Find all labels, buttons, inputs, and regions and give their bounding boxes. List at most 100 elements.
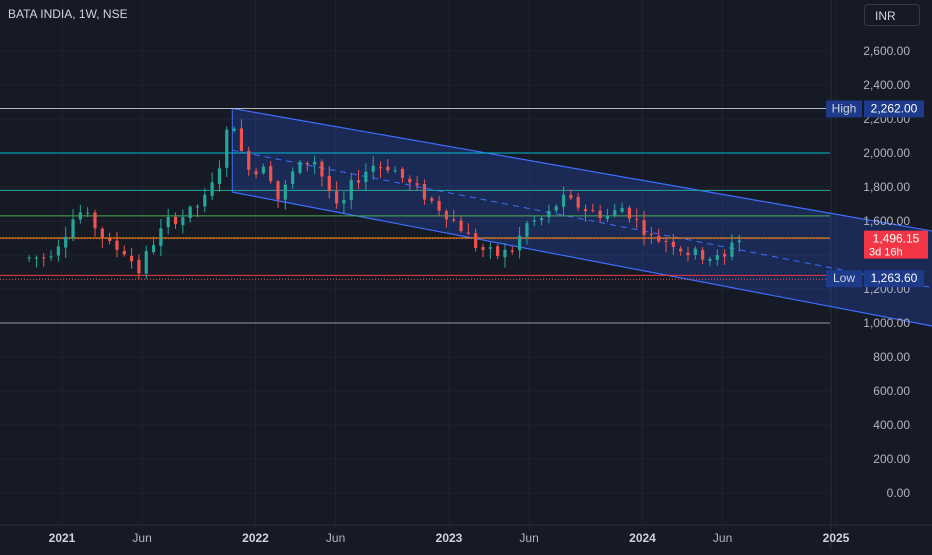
candle-body <box>422 183 427 200</box>
y-tick-label: 2,600.00 <box>863 44 910 58</box>
y-tick-label: 0.00 <box>887 486 911 500</box>
candle-body <box>49 256 53 258</box>
candle-body <box>225 129 229 168</box>
candle-body <box>203 194 207 207</box>
candle-body <box>554 206 558 211</box>
candle-body <box>561 194 566 207</box>
candle-body <box>137 259 141 274</box>
candle-body <box>173 216 178 225</box>
candle-body <box>159 228 163 246</box>
x-tick-label: 2025 <box>823 531 850 545</box>
x-tick-label: 2021 <box>49 531 76 545</box>
candle-body <box>254 171 258 175</box>
y-tick-label: 200.00 <box>873 452 910 466</box>
currency-selector[interactable]: INR <box>864 4 920 26</box>
candle-body <box>466 232 470 234</box>
candle-body <box>349 180 353 200</box>
candle-body <box>510 250 514 252</box>
low-label: Low <box>833 271 855 285</box>
low-value: 1,263.60 <box>871 271 918 285</box>
candle-body <box>42 257 46 259</box>
candle-body <box>371 165 375 172</box>
y-tick-label: 2,000.00 <box>863 146 910 160</box>
candle-body <box>576 196 580 208</box>
candle-body <box>342 200 346 204</box>
candle-body <box>583 209 588 212</box>
candle-body <box>386 166 390 171</box>
x-tick-label: 2022 <box>242 531 269 545</box>
high-value-box <box>864 100 924 118</box>
candle-body <box>364 171 368 183</box>
candle-body <box>27 257 31 259</box>
x-axis-labels: 2021 Jun 2022 Jun 2023 Jun 2024 Jun 2025 <box>49 531 850 545</box>
candle-body <box>195 206 200 208</box>
channel-fill <box>232 108 932 326</box>
candle-body <box>430 198 434 201</box>
y-tick-label: 400.00 <box>873 418 910 432</box>
candle-body <box>444 211 449 220</box>
candle-body <box>86 212 90 214</box>
candle-body <box>261 166 265 174</box>
candle-body <box>217 168 222 184</box>
last-price-value: 1,496.15 <box>873 232 920 246</box>
high-value: 2,262.00 <box>871 101 918 115</box>
candle-body <box>151 245 156 252</box>
last-price-countdown: 3d 16h <box>869 247 903 259</box>
candle-body <box>693 248 697 256</box>
candle-body <box>334 191 339 204</box>
candle-body <box>327 176 331 192</box>
candle-body <box>649 233 653 235</box>
candle-body <box>64 236 68 248</box>
candle-body <box>276 181 280 200</box>
candle-body <box>291 171 295 184</box>
y-axis-labels: 2,600.002,400.002,200.002,000.001,800.00… <box>863 44 910 500</box>
y-tick-label: 800.00 <box>873 350 910 364</box>
x-tick-label: Jun <box>326 531 345 545</box>
candle-body <box>723 253 727 257</box>
candle-body <box>671 241 675 248</box>
candle-body <box>532 220 536 222</box>
candle-body <box>503 249 507 258</box>
y-tick-label: 2,400.00 <box>863 78 910 92</box>
candle-body <box>459 220 463 232</box>
x-tick-label: Jun <box>132 531 151 545</box>
candle-body <box>34 257 39 259</box>
candle-body <box>539 218 544 221</box>
candle-body <box>239 128 244 151</box>
last-price-badge <box>864 230 928 259</box>
candle-body <box>181 217 185 226</box>
candle-body <box>686 252 690 256</box>
candle-body <box>569 194 573 199</box>
channel-lower-line <box>232 191 932 327</box>
y-tick-label: 600.00 <box>873 384 910 398</box>
candle-body <box>474 233 478 248</box>
candle-body <box>71 219 75 239</box>
candle-body <box>481 247 485 251</box>
channel-mid-line <box>232 149 932 289</box>
candle-body <box>437 200 441 211</box>
candles <box>27 119 741 280</box>
candle-body <box>320 161 324 177</box>
candle-body <box>488 247 492 249</box>
y-tick-label: 1,800.00 <box>863 180 910 194</box>
candle-body <box>100 228 104 238</box>
y-tick-label: 1,000.00 <box>863 316 910 330</box>
candle-body <box>415 183 419 186</box>
candle-body <box>679 248 683 252</box>
candle-body <box>408 178 412 183</box>
chart-title: BATA INDIA, 1W, NSE <box>8 7 128 21</box>
candle-body <box>496 246 500 256</box>
candle-body <box>598 210 602 219</box>
candle-body <box>298 161 302 173</box>
candle-body <box>166 217 170 227</box>
candle-body <box>400 168 405 178</box>
candle-body <box>378 167 383 169</box>
high-label-box <box>826 100 862 118</box>
candle-body <box>701 250 705 260</box>
high-label: High <box>832 101 857 115</box>
candle-body <box>613 210 617 216</box>
candle-body <box>730 242 734 257</box>
x-tick-label: Jun <box>713 531 732 545</box>
